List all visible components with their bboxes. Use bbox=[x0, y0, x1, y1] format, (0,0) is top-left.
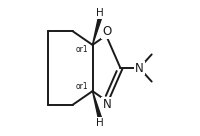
Text: H: H bbox=[96, 8, 104, 18]
Text: or1: or1 bbox=[75, 82, 88, 91]
Text: H: H bbox=[96, 118, 104, 128]
Polygon shape bbox=[93, 91, 102, 119]
Polygon shape bbox=[93, 17, 102, 45]
Text: or1: or1 bbox=[75, 45, 88, 54]
Text: O: O bbox=[102, 25, 111, 38]
Text: N: N bbox=[135, 61, 144, 75]
Text: N: N bbox=[102, 98, 111, 111]
